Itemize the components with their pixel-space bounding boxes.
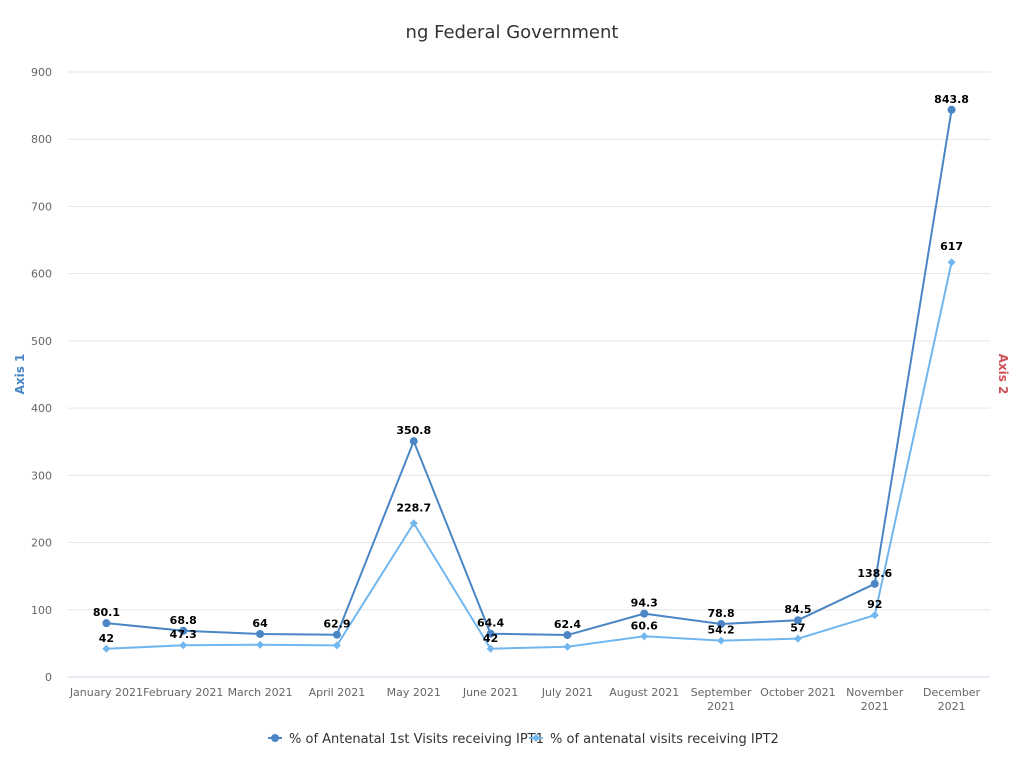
data-label: 64.4 xyxy=(477,617,504,630)
data-point[interactable] xyxy=(486,644,495,653)
data-label: 84.5 xyxy=(784,603,811,616)
chart-title: ng Federal Government xyxy=(406,22,619,43)
data-label: 94.3 xyxy=(631,597,658,610)
data-point[interactable] xyxy=(793,634,802,643)
data-point[interactable] xyxy=(717,636,726,645)
legend-label: % of antenatal visits receiving IPT2 xyxy=(550,732,779,747)
data-point[interactable] xyxy=(640,609,649,618)
y-tick-label: 300 xyxy=(31,469,52,482)
x-tick-label: February 2021 xyxy=(143,686,223,699)
y-tick-label: 100 xyxy=(31,604,52,617)
data-point[interactable] xyxy=(947,258,956,267)
data-point[interactable] xyxy=(332,630,341,639)
data-point[interactable] xyxy=(870,579,879,588)
legend-label: % of Antenatal 1st Visits receiving IPT1 xyxy=(289,732,544,747)
x-axis-ticks: January 2021 February 2021 March 2021 April… xyxy=(69,686,981,713)
data-point[interactable] xyxy=(179,641,188,650)
y-tick-label: 500 xyxy=(31,335,52,348)
x-tick-label: August 2021 xyxy=(609,686,679,699)
data-point[interactable] xyxy=(640,632,649,641)
data-label: 350.8 xyxy=(396,424,431,437)
x-tick-label: July 2021 xyxy=(541,686,593,699)
x-tick-label: April 2021 xyxy=(309,686,366,699)
x-tick-label: January 2021 xyxy=(69,686,143,699)
data-label: 78.8 xyxy=(708,607,735,620)
data-point[interactable] xyxy=(563,642,572,651)
legend-marker xyxy=(271,734,279,742)
data-point[interactable] xyxy=(486,629,495,638)
data-label: 64 xyxy=(252,617,268,630)
data-point[interactable] xyxy=(947,105,956,114)
data-point[interactable] xyxy=(332,641,341,650)
y-axis-right-title: Axis 2 xyxy=(996,354,1010,395)
data-label: 68.8 xyxy=(170,614,197,627)
x-tick-label: October 2021 xyxy=(760,686,836,699)
data-label: 54.2 xyxy=(708,624,735,637)
y-tick-label: 700 xyxy=(31,200,52,213)
y-tick-label: 800 xyxy=(31,133,52,146)
data-label: 843.8 xyxy=(934,93,969,106)
data-point[interactable] xyxy=(256,629,265,638)
grid-lines xyxy=(68,71,990,678)
data-label: 92 xyxy=(867,598,882,611)
data-point[interactable] xyxy=(179,626,188,635)
data-point[interactable] xyxy=(256,640,265,649)
data-label: 617 xyxy=(940,240,963,253)
data-point[interactable] xyxy=(563,631,572,640)
data-point[interactable] xyxy=(717,620,726,629)
data-label: 42 xyxy=(99,632,114,645)
y-tick-label: 0 xyxy=(45,671,52,684)
series-lines xyxy=(102,105,956,653)
x-tick-label: November 2021 xyxy=(846,686,904,713)
x-tick-label: September 2021 xyxy=(691,686,752,713)
y-tick-label: 900 xyxy=(31,66,52,79)
series-line xyxy=(106,262,953,650)
x-tick-label: December 2021 xyxy=(923,686,981,713)
y-tick-label: 400 xyxy=(31,402,52,415)
data-label: 62.4 xyxy=(554,618,581,631)
y-axis-left-title: Axis 1 xyxy=(13,354,27,395)
x-tick-label: May 2021 xyxy=(387,686,441,699)
data-label: 42 xyxy=(483,632,498,645)
data-point[interactable] xyxy=(409,519,418,528)
data-point[interactable] xyxy=(409,437,418,446)
data-point[interactable] xyxy=(102,644,111,653)
data-label: 62.9 xyxy=(323,618,350,631)
data-point[interactable] xyxy=(102,619,111,628)
legend-marker xyxy=(532,734,540,742)
data-labels: 80.1 68.8 64 62.9 350.8 64.4 62.4 94.3 78.8 84.5 1… xyxy=(93,93,969,645)
data-label: 80.1 xyxy=(93,606,120,619)
legend-item[interactable]: % of antenatal visits receiving IPT2 xyxy=(529,732,779,747)
data-label: 228.7 xyxy=(396,501,431,514)
y-tick-label: 600 xyxy=(31,268,52,281)
data-label: 60.6 xyxy=(631,619,658,632)
legend-item[interactable]: % of Antenatal 1st Visits receiving IPT1 xyxy=(268,732,544,747)
data-label: 57 xyxy=(790,622,805,635)
data-point[interactable] xyxy=(793,616,802,625)
x-tick-label: March 2021 xyxy=(228,686,293,699)
y-tick-label: 200 xyxy=(31,537,52,550)
data-point[interactable] xyxy=(870,611,879,620)
x-tick-label: June 2021 xyxy=(462,686,518,699)
data-label: 138.6 xyxy=(857,567,892,580)
data-label: 47.3 xyxy=(170,628,197,641)
legend[interactable]: % of Antenatal 1st Visits receiving IPT1… xyxy=(268,732,779,747)
y-axis-ticks: 0 100 200 300 400 500 600 700 800 900 xyxy=(31,66,52,684)
series-line xyxy=(106,109,953,637)
